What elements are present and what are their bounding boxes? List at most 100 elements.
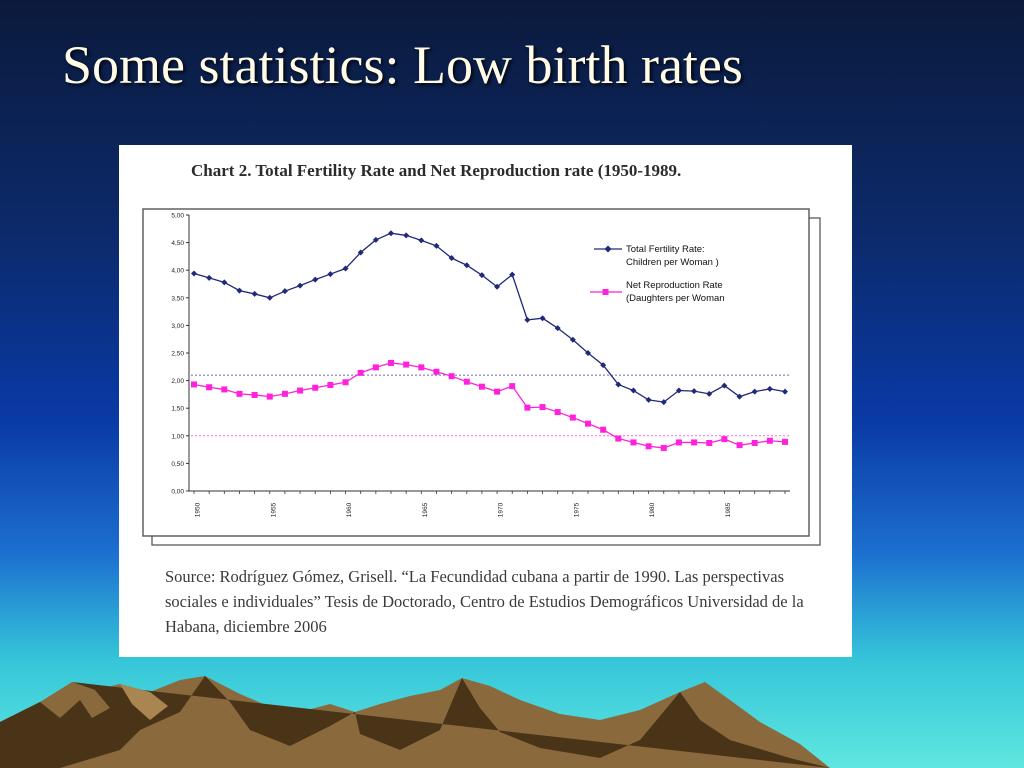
data-point-tfr — [600, 362, 607, 369]
y-tick-label: 3,00 — [171, 323, 184, 330]
x-tick-label: 1975 — [573, 502, 580, 517]
data-point-tfr — [236, 287, 243, 294]
data-point-tfr — [524, 316, 531, 323]
data-point-nrr — [569, 414, 576, 421]
data-point-tfr — [539, 315, 546, 322]
data-point-tfr — [615, 381, 622, 388]
data-point-nrr — [206, 384, 213, 391]
chart-title: Chart 2. Total Fertility Rate and Net Re… — [191, 161, 682, 180]
y-tick-label: 1,50 — [171, 406, 184, 413]
data-point-nrr — [660, 444, 667, 451]
data-point-tfr — [569, 336, 576, 343]
data-point-nrr — [766, 437, 773, 444]
y-tick-label: 4,50 — [171, 240, 184, 247]
data-point-tfr — [221, 279, 228, 286]
data-point-tfr — [494, 283, 501, 290]
legend: Total Fertility Rate: Children per Woman… — [590, 244, 725, 304]
y-tick-label: 0,50 — [171, 461, 184, 468]
legend-tfr-line1: Total Fertility Rate: — [626, 244, 705, 255]
data-point-tfr — [403, 232, 410, 239]
data-point-tfr — [766, 385, 773, 392]
data-point-nrr — [539, 404, 546, 411]
data-point-nrr — [645, 443, 652, 450]
data-point-tfr — [585, 350, 591, 356]
series-line-tfr — [193, 232, 786, 403]
data-point-tfr — [645, 396, 652, 403]
data-point-tfr — [418, 237, 425, 244]
data-point-tfr — [630, 387, 637, 394]
legend-nrr-line2: (Daughters per Woman — [626, 293, 725, 304]
y-tick-label: 4,00 — [171, 268, 184, 275]
mountain-range-illustration — [0, 676, 830, 768]
data-point-nrr — [478, 383, 485, 390]
data-point-nrr — [782, 438, 788, 445]
data-point-tfr — [751, 388, 758, 395]
x-tick-label: 1960 — [346, 502, 353, 517]
data-point-nrr — [463, 378, 470, 385]
data-point-nrr — [524, 404, 531, 411]
legend-nrr-line1: Net Reproduction Rate — [626, 280, 723, 291]
data-point-nrr — [266, 393, 273, 400]
x-tick-label: 1955 — [270, 502, 277, 517]
y-tick-label: 3,50 — [171, 295, 184, 302]
data-point-tfr — [433, 242, 440, 249]
data-point-nrr — [281, 390, 288, 397]
y-tick-label: 2,00 — [171, 378, 184, 385]
data-point-tfr — [251, 290, 258, 297]
legend-tfr-line2: Children per Woman ) — [626, 257, 719, 268]
data-point-nrr — [721, 436, 728, 443]
data-point-tfr — [448, 255, 455, 262]
data-point-nrr — [388, 359, 394, 366]
y-tick-label: 0,00 — [171, 489, 184, 496]
data-point-nrr — [236, 390, 243, 397]
data-point-tfr — [463, 262, 470, 269]
data-point-nrr — [251, 391, 258, 398]
series-line-nrr — [193, 362, 786, 449]
data-point-tfr — [327, 271, 334, 278]
data-point-tfr — [281, 288, 288, 295]
data-point-tfr — [660, 399, 667, 406]
data-point-tfr — [721, 382, 728, 389]
data-point-nrr — [736, 442, 743, 449]
source-note: Source: Rodríguez Gómez, Grisell. “La Fe… — [165, 567, 804, 636]
data-point-nrr — [494, 388, 501, 395]
data-point-tfr — [191, 270, 197, 277]
mountains-highlight — [120, 684, 168, 720]
data-point-nrr — [554, 409, 561, 416]
data-point-tfr — [478, 272, 485, 279]
plot-area: 0,00 0,50 1,00 1,50 2,00 2,50 3,00 3,50 4,00 4,50… — [171, 213, 790, 517]
data-point-nrr — [600, 426, 607, 433]
chart-svg: 0,00 0,50 1,00 1,50 2,00 2,50 3,00 3,50 4,00 4,50… — [142, 208, 821, 546]
chart-frame — [142, 208, 810, 537]
data-point-tfr — [388, 230, 394, 237]
data-point-nrr — [312, 384, 319, 391]
data-point-nrr — [615, 435, 622, 442]
x-tick-label: 1950 — [195, 502, 202, 517]
x-tick-label: 1985 — [725, 502, 732, 517]
data-point-nrr — [191, 381, 197, 388]
data-point-nrr — [691, 439, 698, 446]
data-point-nrr — [509, 383, 516, 390]
data-point-nrr — [342, 379, 349, 386]
x-tick-label: 1970 — [498, 502, 505, 517]
y-tick-label: 2,50 — [171, 351, 184, 358]
data-point-tfr — [342, 265, 349, 272]
data-point-nrr — [418, 364, 425, 371]
data-point-nrr — [585, 420, 591, 427]
data-point-nrr — [357, 369, 364, 376]
mountains-shadow — [0, 676, 830, 768]
data-point-nrr — [675, 439, 682, 446]
legend-diamond-icon — [604, 245, 612, 253]
data-point-nrr — [327, 382, 334, 389]
y-tick-label: 1,00 — [171, 433, 184, 440]
data-point-nrr — [751, 439, 758, 446]
data-point-tfr — [782, 388, 788, 395]
data-point-tfr — [266, 294, 273, 301]
data-point-nrr — [630, 439, 637, 446]
chart-figure: 0,00 0,50 1,00 1,50 2,00 2,50 3,00 3,50 4,00 4,50… — [119, 145, 852, 657]
data-point-nrr — [372, 364, 379, 371]
data-point-nrr — [448, 373, 455, 380]
data-point-tfr — [706, 390, 713, 397]
data-point-tfr — [675, 387, 682, 394]
data-point-tfr — [297, 282, 304, 289]
